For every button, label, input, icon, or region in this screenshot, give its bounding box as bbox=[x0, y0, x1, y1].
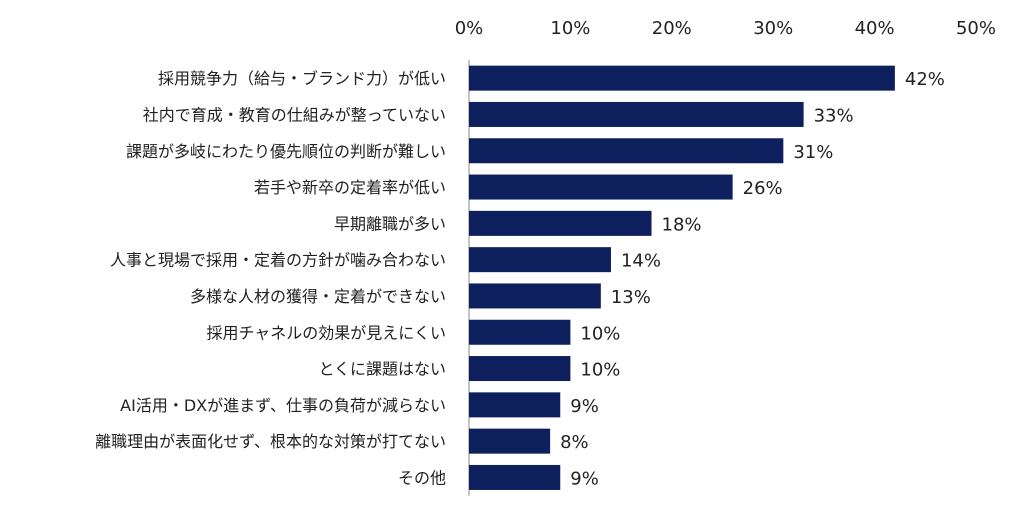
value-label: 10% bbox=[580, 360, 620, 381]
bar bbox=[469, 392, 561, 418]
category-label: 離職理由が表面化せず、根本的な対策が打てない bbox=[95, 432, 446, 451]
x-tick-label: 10% bbox=[550, 18, 590, 39]
category-label: 若手や新卒の定着率が低い bbox=[254, 178, 446, 197]
x-tick-label: 30% bbox=[753, 18, 793, 39]
bars-group bbox=[469, 65, 895, 490]
value-label: 13% bbox=[611, 287, 651, 308]
category-labels: 採用競争力（給与・ブランド力）が低い社内で育成・教育の仕組みが整っていない課題が… bbox=[95, 69, 446, 487]
value-label: 14% bbox=[621, 251, 661, 272]
bar bbox=[469, 247, 611, 273]
value-label: 33% bbox=[814, 105, 854, 126]
value-label: 31% bbox=[793, 142, 833, 163]
x-tick-label: 50% bbox=[956, 18, 996, 39]
value-label: 18% bbox=[662, 214, 702, 235]
bar bbox=[469, 319, 571, 345]
bar bbox=[469, 174, 733, 200]
value-label: 42% bbox=[905, 69, 945, 90]
x-axis-ticks: 0% 10% 20% 30% 40% 50% bbox=[455, 18, 996, 39]
category-label: その他 bbox=[398, 468, 446, 487]
bar bbox=[469, 138, 784, 164]
category-label: 社内で育成・教育の仕組みが整っていない bbox=[143, 105, 446, 124]
category-label: 多様な人材の獲得・定着ができない bbox=[190, 287, 446, 306]
bar bbox=[469, 283, 601, 309]
bar bbox=[469, 356, 571, 382]
category-label: とくに課題はない bbox=[318, 360, 446, 379]
bar bbox=[469, 210, 652, 236]
category-label: 採用チャネルの効果が見えにくい bbox=[206, 323, 446, 342]
category-label: 人事と現場で採用・定着の方針が噛み合わない bbox=[110, 251, 446, 270]
value-label: 10% bbox=[580, 323, 620, 344]
category-label: 採用競争力（給与・ブランド力）が低い bbox=[158, 69, 446, 88]
value-label: 9% bbox=[570, 396, 599, 417]
x-tick-label: 40% bbox=[855, 18, 895, 39]
bar bbox=[469, 428, 551, 454]
bar bbox=[469, 101, 804, 127]
value-label: 26% bbox=[743, 178, 783, 199]
category-label: 早期離職が多い bbox=[334, 214, 446, 233]
category-label: AI活用・DXが進まず、仕事の負荷が減らない bbox=[120, 396, 446, 415]
bar bbox=[469, 65, 895, 91]
value-label: 9% bbox=[570, 468, 599, 489]
x-tick-label: 20% bbox=[652, 18, 692, 39]
bar bbox=[469, 464, 561, 490]
value-labels: 42% 33% 31% 26% 18%14% 13% 10% 10% 9% 8% 9% bbox=[560, 69, 945, 489]
category-label: 課題が多岐にわたり優先順位の判断が難しい bbox=[126, 142, 446, 161]
value-label: 8% bbox=[560, 432, 589, 453]
x-tick-label: 0% bbox=[455, 18, 484, 39]
